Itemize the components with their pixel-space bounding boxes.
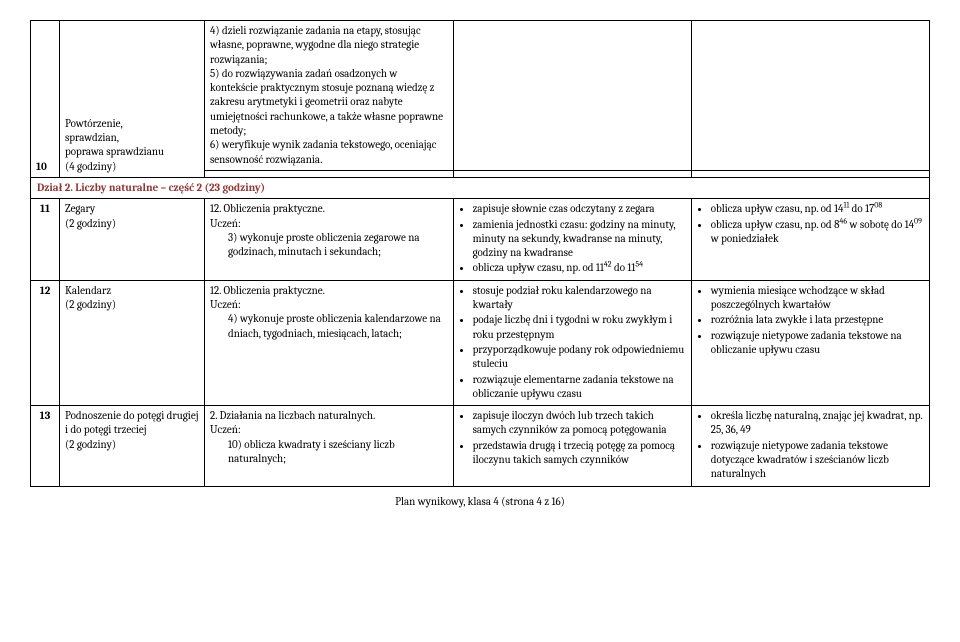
row-content: 12. Obliczenia praktyczne. Uczeń: 4) wyk…	[205, 280, 454, 405]
row-num: 13	[31, 406, 60, 486]
list-item: przyporządkowuje podany rok odpowiedniem…	[473, 343, 686, 372]
row-num: 10	[31, 21, 60, 178]
table-row: 13 Podnoszenie do potęgi drugiej i do po…	[31, 406, 930, 486]
content-item: 4) wykonuje proste obliczenia kalendarzo…	[210, 312, 448, 341]
curriculum-table: 10 Powtórzenie, sprawdzian, poprawa spra…	[30, 20, 930, 487]
list-item: określa liczbę naturalną, znając jej kwa…	[711, 409, 924, 438]
list-item: rozróżnia lata zwykłe i lata przestępne	[711, 313, 924, 327]
content-title: 12. Obliczenia praktyczne.	[210, 284, 448, 298]
row-basic: zapisuje słownie czas odczytany z zegara…	[453, 199, 691, 280]
row-topic: Kalendarz (2 godziny)	[60, 280, 205, 405]
row-basic	[453, 21, 691, 171]
content-title: 2. Działania na liczbach naturalnych.	[210, 409, 448, 423]
list-item: oblicza upływ czasu, np. od 1411 do 1708	[711, 202, 924, 216]
row-topic: Powtórzenie, sprawdzian, poprawa sprawdz…	[60, 21, 205, 178]
row-ext	[691, 21, 929, 171]
content-item: 4) dzieli rozwiązanie zadania na etapy, …	[210, 24, 448, 67]
row-content: 2. Działania na liczbach naturalnych. Uc…	[205, 406, 454, 486]
list-item: zapisuje słownie czas odczytany z zegara	[473, 202, 686, 216]
content-sub: Uczeń:	[210, 217, 448, 231]
row-basic: stosuje podział roku kalendarzowego na k…	[453, 280, 691, 405]
list-item: stosuje podział roku kalendarzowego na k…	[473, 284, 686, 313]
row-content: 12. Obliczenia praktyczne. Uczeń: 3) wyk…	[205, 199, 454, 280]
section-header-row: Dział 2. Liczby naturalne – część 2 (23 …	[31, 177, 930, 198]
table-row: 11 Zegary (2 godziny) 12. Obliczenia pra…	[31, 199, 930, 280]
content-item: 3) wykonuje proste obliczenia zegarowe n…	[210, 231, 448, 260]
content-sub: Uczeń:	[210, 298, 448, 312]
row-num: 12	[31, 280, 60, 405]
list-item: oblicza upływ czasu, np. od 846 w sobotę…	[711, 218, 924, 247]
row-ext: określa liczbę naturalną, znając jej kwa…	[691, 406, 929, 486]
row-basic: zapisuje iloczyn dwóch lub trzech takich…	[453, 406, 691, 486]
list-item: zapisuje iloczyn dwóch lub trzech takich…	[473, 409, 686, 438]
table-row: 10 Powtórzenie, sprawdzian, poprawa spra…	[31, 21, 930, 171]
list-item: wymienia miesiące wchodzące w skład posz…	[711, 284, 924, 313]
row-ext: wymienia miesiące wchodzące w skład posz…	[691, 280, 929, 405]
content-item: 10) oblicza kwadraty i sześciany liczb n…	[210, 438, 448, 467]
row-ext	[691, 170, 929, 177]
content-item: 6) weryfikuje wynik zadania tekstowego, …	[210, 138, 448, 167]
list-item: przedstawia drugą i trzecią potęgę za po…	[473, 439, 686, 468]
row-ext: oblicza upływ czasu, np. od 1411 do 1708…	[691, 199, 929, 280]
section-title: Dział 2. Liczby naturalne – część 2 (23 …	[31, 177, 930, 198]
content-sub: Uczeń:	[210, 423, 448, 437]
row-topic: Podnoszenie do potęgi drugiej i do potęg…	[60, 406, 205, 486]
list-item: zamienia jednostki czasu: godziny na min…	[473, 218, 686, 261]
row-topic: Zegary (2 godziny)	[60, 199, 205, 280]
page-footer: Plan wynikowy, klasa 4 (strona 4 z 16)	[30, 495, 930, 508]
list-item: rozwiązuje elementarne zadania tekstowe …	[473, 373, 686, 402]
row-num: 11	[31, 199, 60, 280]
row-content: 4) dzieli rozwiązanie zadania na etapy, …	[205, 21, 454, 171]
table-row: 12 Kalendarz (2 godziny) 12. Obliczenia …	[31, 280, 930, 405]
list-item: rozwiązuje nietypowe zadania tekstowe na…	[711, 329, 924, 358]
content-item: 5) do rozwiązywania zadań osadzonych w k…	[210, 67, 448, 138]
list-item: rozwiązuje nietypowe zadania tekstowe do…	[711, 439, 924, 482]
list-item: oblicza upływ czasu, np. od 1142 do 1154	[473, 261, 686, 275]
row-content	[205, 170, 454, 177]
content-title: 12. Obliczenia praktyczne.	[210, 202, 448, 216]
list-item: podaje liczbę dni i tygodni w roku zwykł…	[473, 313, 686, 342]
row-basic	[453, 170, 691, 177]
